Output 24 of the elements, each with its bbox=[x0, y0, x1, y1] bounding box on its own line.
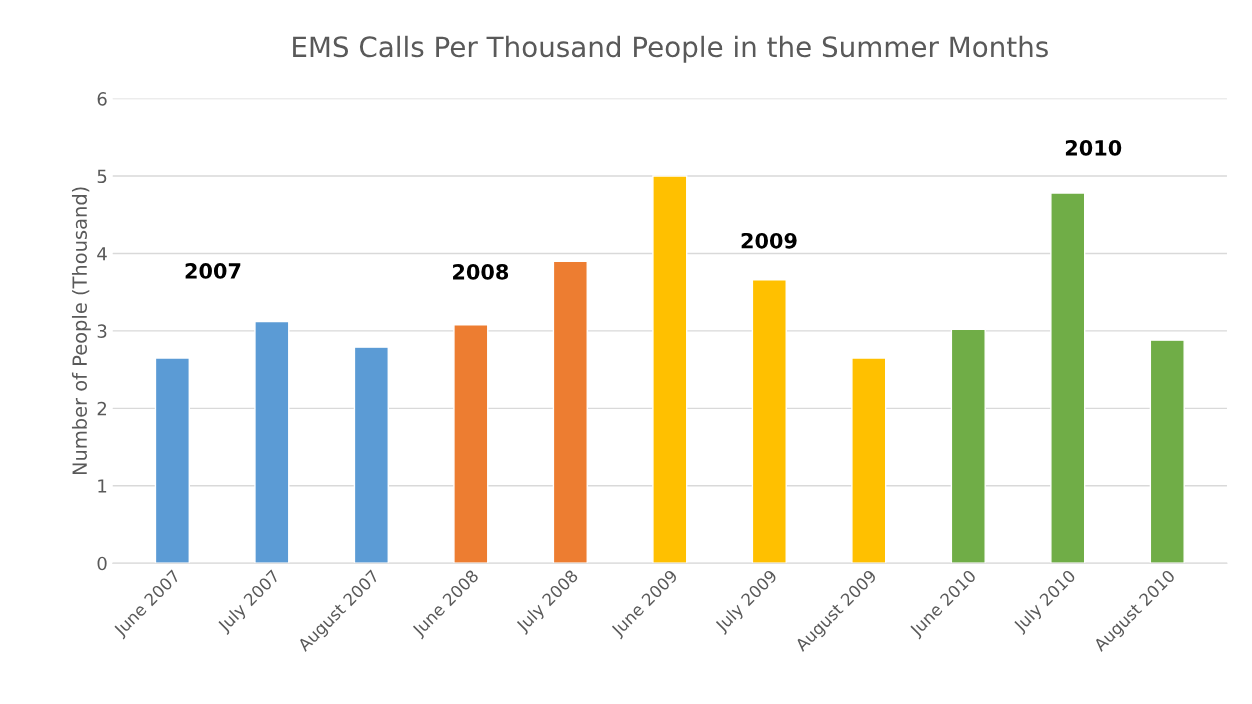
bar bbox=[254, 320, 290, 564]
chart-title: EMS Calls Per Thousand People in the Summer Months bbox=[293, 35, 1048, 63]
bar bbox=[154, 357, 190, 564]
y-axis-title: Number of People (Thousand) bbox=[71, 187, 91, 475]
bar bbox=[851, 357, 887, 564]
bar bbox=[1050, 192, 1086, 564]
annotation: 2007 bbox=[185, 263, 241, 279]
annotation: 2008 bbox=[453, 264, 509, 280]
y-tick-label: 1 bbox=[98, 479, 107, 493]
bar bbox=[950, 328, 986, 564]
y-tick-label: 2 bbox=[97, 401, 107, 416]
bar bbox=[751, 279, 787, 564]
y-tick-label: 0 bbox=[97, 556, 107, 571]
y-tick-label: 6 bbox=[97, 92, 107, 106]
bar bbox=[353, 346, 389, 564]
annotation: 2010 bbox=[1065, 139, 1122, 156]
bar bbox=[652, 175, 688, 564]
bar bbox=[552, 260, 588, 564]
y-tick-label: 5 bbox=[97, 169, 107, 184]
bar bbox=[1149, 339, 1185, 564]
annotation: 2009 bbox=[741, 232, 797, 249]
y-tick-label: 4 bbox=[97, 247, 107, 261]
y-tick-label: 3 bbox=[97, 324, 107, 338]
bar bbox=[453, 323, 489, 564]
